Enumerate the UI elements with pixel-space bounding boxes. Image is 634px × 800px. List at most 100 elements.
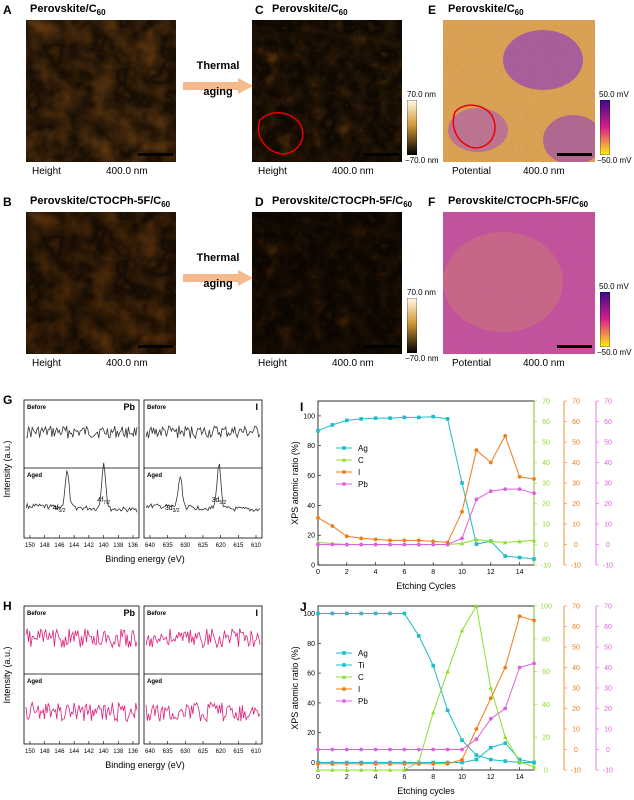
y-tick-label: 70 [604,399,612,406]
arrow-text-1: Thermal [196,60,240,72]
data-point-c [387,767,393,772]
data-point-pb [373,747,378,752]
data-point-ti [517,757,522,762]
colorbar-max-c: 70.0 nm [407,90,436,99]
element-label: Pb [123,402,135,412]
y-tick-label: 70 [572,399,580,406]
data-point-ag [345,418,349,423]
spectrum-line [145,463,261,512]
aged-label: Aged [27,473,42,479]
y-tick-label: 40 [307,503,315,510]
data-point-ag [388,611,392,616]
kpfm-potential-image-f [443,212,595,354]
spectrum-line [145,628,261,649]
data-point-pb [344,747,349,752]
data-point-pb [445,747,450,752]
data-point-i [503,433,508,438]
data-point-i [532,477,536,481]
y-tick-label: 20 [572,501,580,508]
before-label: Before [27,611,47,617]
scale-label-d: 400.0 nm [332,358,374,369]
y-tick-label: 40 [572,665,580,672]
highlight-region [257,112,304,155]
x-tick-label: 610 [251,543,262,549]
x-tick-label: 2 [345,774,349,781]
y-tick-label: 60 [572,624,580,631]
data-point-i [460,757,464,762]
y-tick-label: 80 [307,443,315,450]
data-point-i [517,614,522,619]
y-tick-label: 60 [604,419,612,426]
data-point-ag [431,663,435,668]
data-point-pb [344,542,349,547]
data-point-pb [402,542,407,547]
x-tick-label: 142 [84,749,95,755]
y-tick-label: 0 [311,760,315,767]
data-point-i [373,761,378,766]
legend-marker [342,446,346,450]
data-point-ag [359,417,363,421]
x-axis-label: Binding energy (eV) [105,760,185,770]
series-line-ag [318,613,534,763]
data-point-c [474,603,479,608]
panel-f-title: Perovskite/CTOCPh-5F/C60 [448,195,589,210]
data-point-pb [388,542,392,547]
y-tick-label: 0 [544,768,548,775]
y-tick-label: 20 [307,533,315,540]
x-tick-label: 12 [487,774,495,781]
x-tick-label: 615 [233,749,244,755]
data-point-pb [431,542,436,547]
y-axis-label: Intensity (a.u.) [2,440,12,497]
legend-marker [342,663,346,667]
y-tick-label: 30 [572,686,580,693]
xps-spectra-chart-g: Intensity (a.u.) Before Aged Pb 150 148 146 144… [2,399,263,564]
y-tick-label: 100 [540,604,552,611]
data-point-ag [503,554,507,558]
x-tick-label: 140 [99,543,110,549]
data-point-i [416,761,421,766]
caption-height-d: Height [258,358,287,369]
x-tick-label: 138 [113,543,124,549]
y-tick-label: -10 [541,563,551,570]
data-point-pb [517,665,522,670]
x-tick-label: 146 [54,543,65,549]
y-tick-label: 60 [572,419,580,426]
spectrum-line [25,627,138,649]
element-label: I [255,608,258,618]
data-point-ti [532,760,536,765]
panel-b-title: Perovskite/CTOCPh-5F/C60 [30,195,171,210]
data-point-c [503,735,508,739]
data-point-pb [503,487,508,492]
scale-bar [557,345,592,348]
data-point-ag [517,555,522,560]
y-tick-label: -10 [603,768,613,775]
y-tick-label: 0 [574,542,578,549]
y-tick-label: -10 [571,768,581,775]
x-tick-label: 620 [216,543,227,549]
data-point-ag [474,753,479,757]
x-tick-label: 140 [99,749,110,755]
data-point-c [431,710,436,715]
y-tick-label: 40 [542,460,550,467]
panel-label-g: G [3,393,13,407]
x-tick-label: 10 [458,774,466,781]
series-line-ti [318,742,535,763]
caption-height-a: Height [32,166,61,177]
data-point-pb [330,542,335,547]
x-tick-label: 148 [40,543,51,549]
thermal-aging-arrow-icon [183,78,253,94]
panel-label-a: A [3,3,12,17]
spectrum-line [145,425,261,440]
data-point-ag [474,542,479,546]
legend-marker [342,699,346,703]
data-point-i [388,538,392,543]
panel-label-d: D [255,195,264,209]
data-point-pb [488,489,493,494]
data-point-pb [373,542,378,547]
colorbar-height-c [407,100,417,155]
scale-bar [138,345,173,348]
series-line-i [318,615,535,765]
y-tick-label: 30 [604,686,612,693]
y-tick-label: 60 [542,419,550,426]
afm-height-image-a [26,20,176,162]
